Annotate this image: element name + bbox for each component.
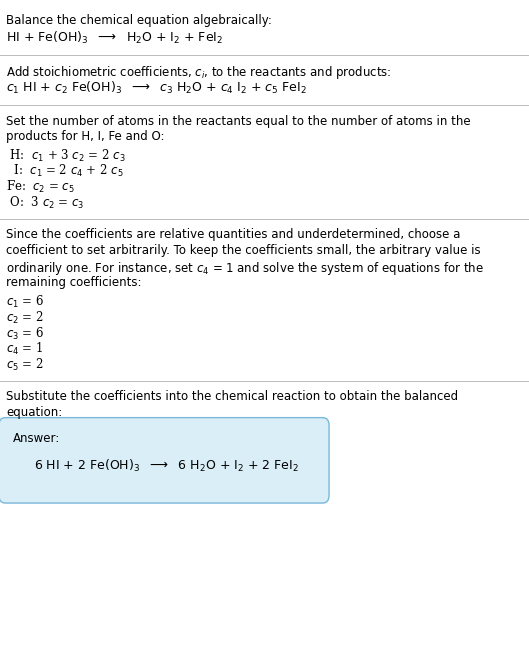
Text: I:  $c_1$ = 2 $c_4$ + 2 $c_5$: I: $c_1$ = 2 $c_4$ + 2 $c_5$ xyxy=(6,163,124,179)
Text: Since the coefficients are relative quantities and underdetermined, choose a: Since the coefficients are relative quan… xyxy=(6,228,461,241)
Text: $c_3$ = 6: $c_3$ = 6 xyxy=(6,325,44,342)
Text: O:  3 $c_2$ = $c_3$: O: 3 $c_2$ = $c_3$ xyxy=(6,195,85,211)
Text: $c_5$ = 2: $c_5$ = 2 xyxy=(6,357,44,373)
Text: $c_1$ = 6: $c_1$ = 6 xyxy=(6,294,44,310)
Text: $c_2$ = 2: $c_2$ = 2 xyxy=(6,309,44,325)
Text: HI + Fe(OH)$_3$  $\longrightarrow$  H$_2$O + I$_2$ + FeI$_2$: HI + Fe(OH)$_3$ $\longrightarrow$ H$_2$O… xyxy=(6,30,224,46)
Text: equation:: equation: xyxy=(6,406,62,419)
FancyBboxPatch shape xyxy=(0,417,329,503)
Text: H:  $c_1$ + 3 $c_2$ = 2 $c_3$: H: $c_1$ + 3 $c_2$ = 2 $c_3$ xyxy=(6,148,126,164)
Text: $c_1$ HI + $c_2$ Fe(OH)$_3$  $\longrightarrow$  $c_3$ H$_2$O + $c_4$ I$_2$ + $c_: $c_1$ HI + $c_2$ Fe(OH)$_3$ $\longrighta… xyxy=(6,80,307,96)
Text: Substitute the coefficients into the chemical reaction to obtain the balanced: Substitute the coefficients into the che… xyxy=(6,390,459,404)
Text: Set the number of atoms in the reactants equal to the number of atoms in the: Set the number of atoms in the reactants… xyxy=(6,115,471,127)
Text: $c_4$ = 1: $c_4$ = 1 xyxy=(6,341,43,357)
Text: Fe:  $c_2$ = $c_5$: Fe: $c_2$ = $c_5$ xyxy=(6,179,75,195)
Text: 6 HI + 2 Fe(OH)$_3$  $\longrightarrow$  6 H$_2$O + I$_2$ + 2 FeI$_2$: 6 HI + 2 Fe(OH)$_3$ $\longrightarrow$ 6 … xyxy=(34,458,299,474)
Text: Add stoichiometric coefficients, $c_i$, to the reactants and products:: Add stoichiometric coefficients, $c_i$, … xyxy=(6,64,392,82)
Text: ordinarily one. For instance, set $c_4$ = 1 and solve the system of equations fo: ordinarily one. For instance, set $c_4$ … xyxy=(6,260,484,277)
Text: coefficient to set arbitrarily. To keep the coefficients small, the arbitrary va: coefficient to set arbitrarily. To keep … xyxy=(6,244,481,258)
Text: Answer:: Answer: xyxy=(13,432,60,445)
Text: Balance the chemical equation algebraically:: Balance the chemical equation algebraica… xyxy=(6,14,272,27)
Text: products for H, I, Fe and O:: products for H, I, Fe and O: xyxy=(6,131,165,144)
Text: remaining coefficients:: remaining coefficients: xyxy=(6,276,142,289)
